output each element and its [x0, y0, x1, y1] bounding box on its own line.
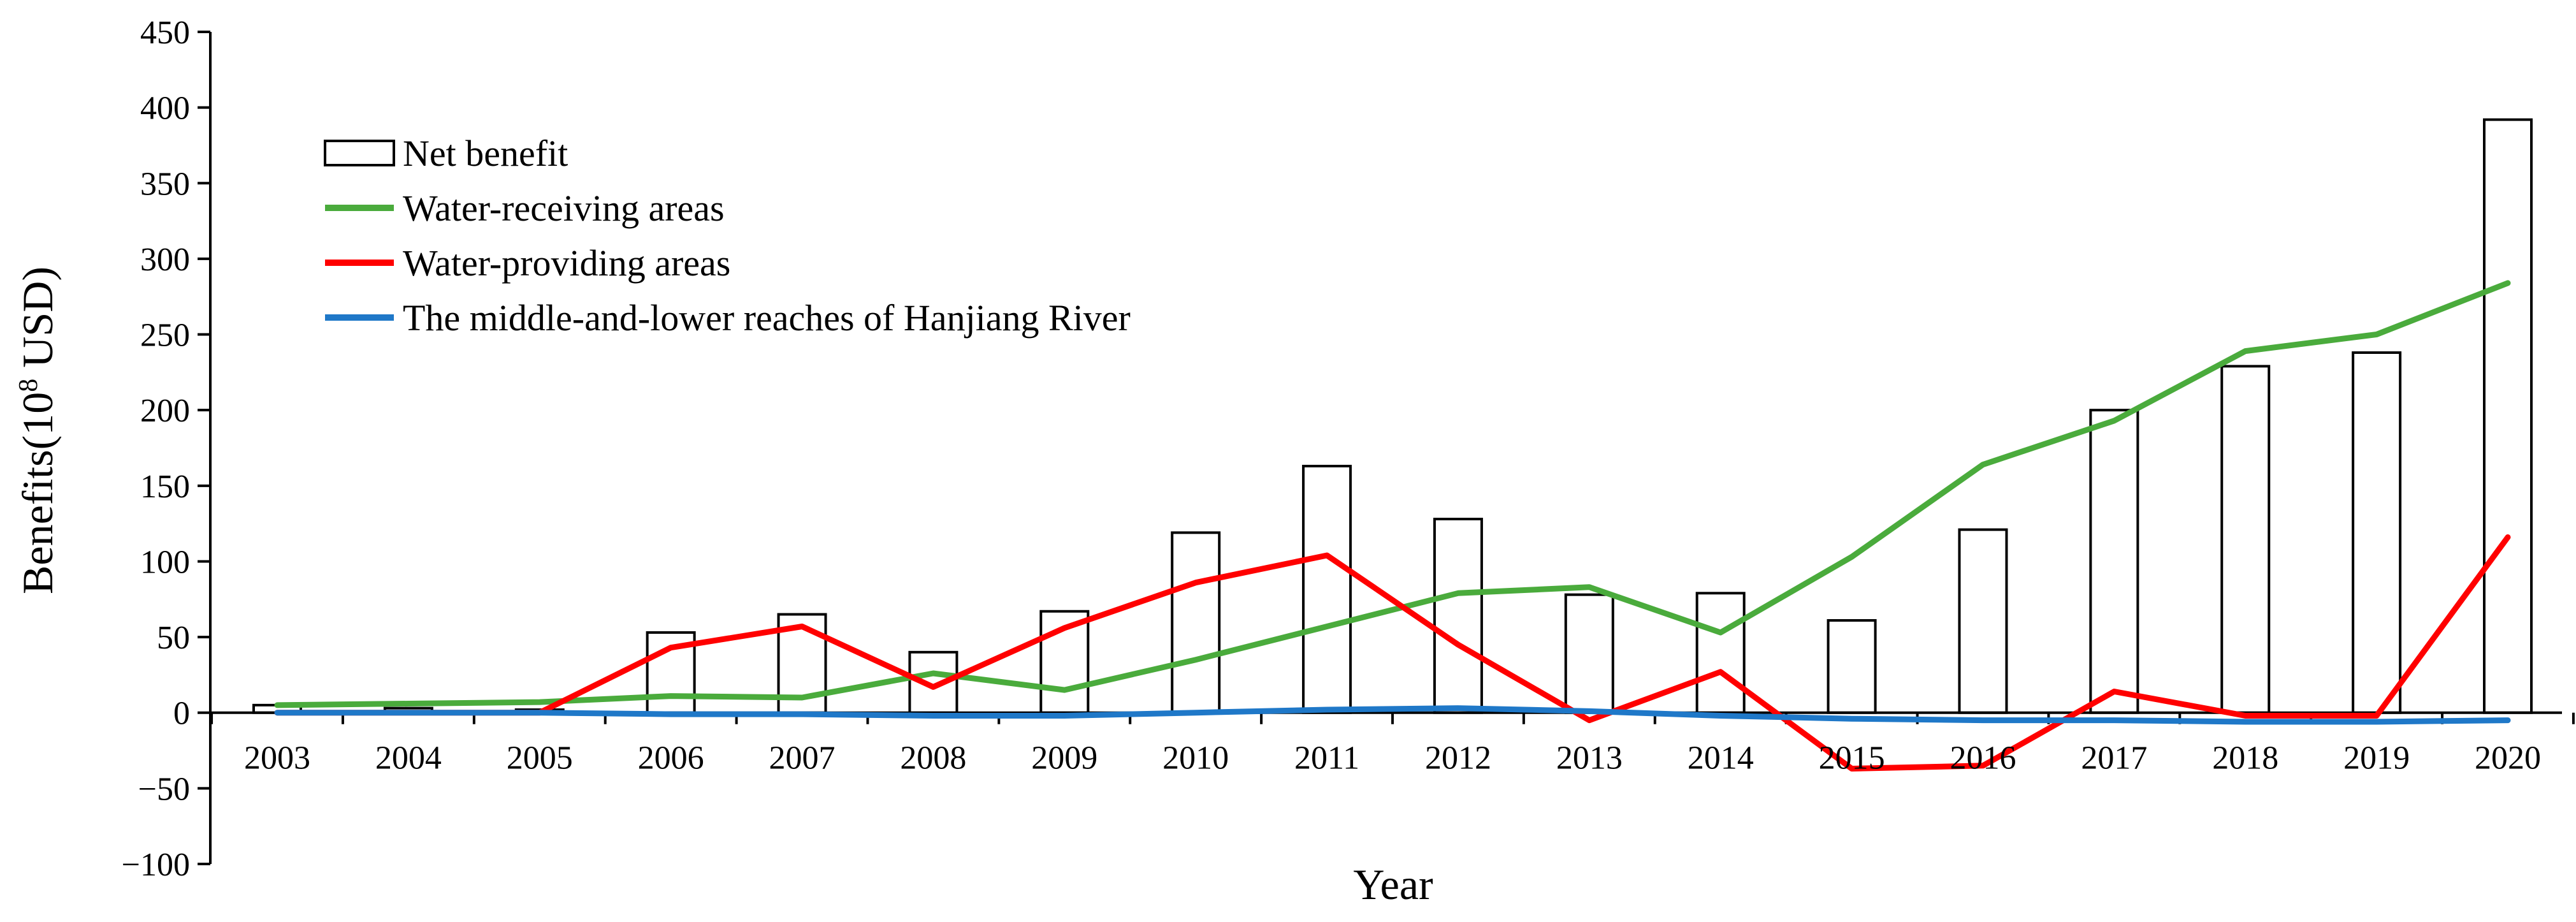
line-series-3	[274, 705, 2511, 725]
x-tick-label: 2013	[1556, 740, 1623, 777]
y-axis-title-superscript: 8	[14, 379, 43, 392]
y-tick-label: 250	[140, 318, 190, 354]
bar-2013	[1564, 593, 1614, 714]
bar-2012	[1433, 518, 1483, 714]
x-tick-label: 2004	[375, 740, 442, 777]
bar-2009	[1039, 610, 1090, 714]
y-tick-label: 400	[140, 91, 190, 127]
line-series-1	[274, 280, 2511, 708]
y-tick-label: 50	[157, 620, 190, 656]
bar-2011	[1302, 464, 1352, 714]
bar-2010	[1171, 531, 1221, 714]
x-tick-label: 2006	[638, 740, 704, 777]
y-tick-label: −100	[122, 847, 190, 883]
line-series-2	[274, 534, 2511, 772]
x-tick-label: 2016	[1950, 740, 2016, 777]
bar-2018	[2220, 365, 2271, 714]
x-tick-label: 2020	[2475, 740, 2541, 777]
x-tick-label: 2003	[244, 740, 310, 777]
legend-label: Water-receiving areas	[403, 187, 725, 229]
y-axis-title: Benefits(108 USD)	[13, 267, 62, 594]
lines-layer	[274, 280, 2511, 772]
x-tick-label: 2005	[507, 740, 573, 777]
x-tick-label: 2007	[769, 740, 836, 777]
x-axis-title: Year	[1353, 860, 1433, 909]
x-tick-label: 2012	[1425, 740, 1491, 777]
x-tick-label: 2018	[2212, 740, 2278, 777]
x-tick-label: 2015	[1819, 740, 1885, 777]
x-tick-label: 2011	[1294, 740, 1359, 777]
x-tick-label: 2017	[2081, 740, 2147, 777]
y-tick-label: −50	[138, 771, 190, 807]
bar-2016	[1958, 528, 2008, 714]
bar-2014	[1695, 592, 1746, 714]
y-tick-label: 150	[140, 469, 190, 505]
ticks-layer: −100 −50 0 50 100 150 200 250 300 350 400 450 2003 20…	[122, 15, 2541, 883]
legend: Net benefit Water-receiving areas Water-pr…	[324, 133, 1131, 339]
bar-2015	[1827, 618, 1877, 714]
x-tick-label: 2008	[900, 740, 966, 777]
legend-label: The middle-and-lower reaches of Hanjiang…	[403, 297, 1131, 339]
bar-2019	[2352, 351, 2402, 714]
legend-label: Water-providing areas	[403, 242, 730, 284]
y-tick-label: 300	[140, 242, 190, 278]
y-tick-label: 0	[173, 696, 190, 732]
y-axis-title-text: Benefits(10	[13, 392, 62, 594]
y-tick-label: 100	[140, 544, 190, 580]
x-tick-label: 2010	[1162, 740, 1229, 777]
x-tick-label: 2009	[1031, 740, 1097, 777]
legend-swatch-net-benefit	[324, 140, 395, 166]
x-tick-label: 2019	[2343, 740, 2410, 777]
y-tick-label: 350	[140, 166, 190, 202]
legend-label: Net benefit	[403, 133, 568, 174]
x-tick-label: 2014	[1688, 740, 1754, 777]
y-axis-title-unit: USD)	[13, 267, 62, 379]
y-tick-label: 200	[140, 393, 190, 429]
bar-2017	[2089, 409, 2139, 714]
bar-2020	[2483, 118, 2533, 714]
y-tick-label: 450	[140, 15, 190, 51]
